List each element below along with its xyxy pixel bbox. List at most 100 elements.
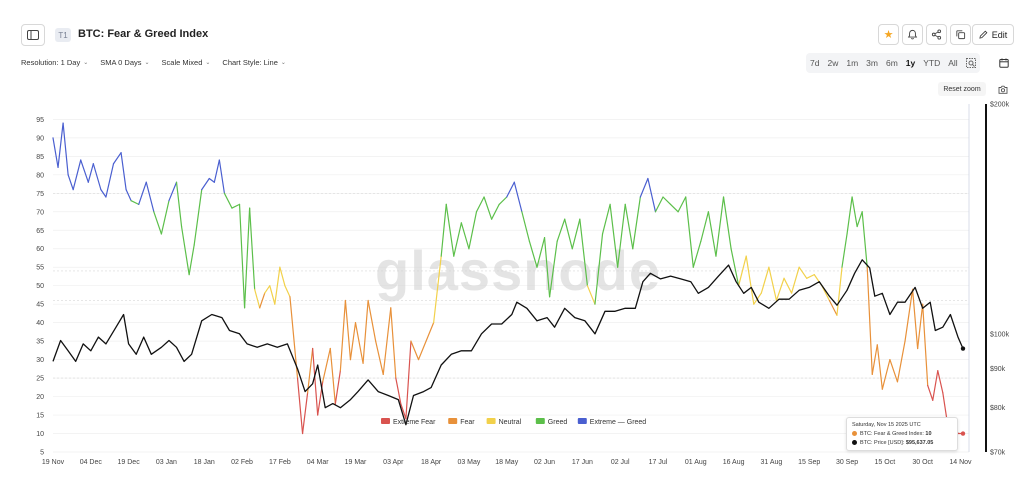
fear-greed-marker xyxy=(960,431,966,436)
duplicate-button[interactable] xyxy=(950,24,971,45)
fear-greed-segment xyxy=(160,200,170,235)
y-tick-label: 80 xyxy=(36,172,44,179)
fear-greed-segment xyxy=(112,152,122,165)
fear-greed-segment xyxy=(440,203,447,257)
copy-icon xyxy=(956,30,966,40)
fear-greed-segment xyxy=(722,196,732,250)
fear-greed-segment xyxy=(213,159,220,183)
price-dot-icon xyxy=(852,440,857,446)
fear-greed-segment xyxy=(639,177,649,198)
edit-label: Edit xyxy=(991,29,1008,40)
chevron-down-icon: ⌄ xyxy=(144,60,150,66)
tooltip-fg-value: 10 xyxy=(925,431,932,437)
x-tick-label: 16 Aug xyxy=(723,459,745,466)
zoom-select-button[interactable] xyxy=(962,53,980,73)
chart-style-dropdown[interactable]: Chart Style: Line ⌄ xyxy=(222,58,285,67)
calendar-icon xyxy=(999,58,1009,68)
fear-greed-segment xyxy=(375,340,384,375)
alert-button[interactable] xyxy=(902,24,923,45)
sma-dropdown[interactable]: SMA 0 Days ⌄ xyxy=(100,58,149,67)
fear-greed-segment xyxy=(362,299,369,364)
fear-greed-segment xyxy=(400,403,407,420)
range-2w[interactable]: 2w xyxy=(827,58,839,68)
scale-label: Scale Mixed xyxy=(161,58,203,67)
fear-greed-segment xyxy=(715,196,725,257)
fear-greed-segment xyxy=(677,196,687,213)
fear-greed-segment xyxy=(601,203,611,235)
chart-tooltip: Saturday, Nov 15 2025 UTC BTC: Fear & Gr… xyxy=(846,417,958,451)
fear-greed-segment xyxy=(349,322,357,361)
fear-greed-segment xyxy=(491,203,500,220)
price-marker xyxy=(960,346,966,351)
y-right-tick-label: $90k xyxy=(990,366,1006,373)
fear-greed-segment xyxy=(417,340,427,361)
fear-greed-chart[interactable]: glassnode 5 10 15 20 25 30 35 40 45 50 55 60 65 70 75 8… xyxy=(0,96,1024,472)
fear-greed-segment xyxy=(896,340,906,383)
fear-greed-segment xyxy=(100,189,107,198)
y-tick-label: 50 xyxy=(36,283,44,290)
btc-price-line xyxy=(52,259,964,426)
share-button[interactable] xyxy=(926,24,947,45)
fear-dot-icon xyxy=(852,431,857,437)
resolution-dropdown[interactable]: Resolution: 1 Day ⌄ xyxy=(21,58,88,67)
y-tick-label: 70 xyxy=(36,209,44,216)
chevron-down-icon: ⌄ xyxy=(83,60,89,66)
fear-greed-segment xyxy=(498,196,508,205)
fear-greed-segment xyxy=(344,299,352,361)
fear-greed-segment xyxy=(125,189,132,202)
camera-icon xyxy=(998,85,1008,94)
fear-greed-segment xyxy=(231,203,241,209)
x-tick-label: 19 Nov xyxy=(42,459,65,466)
range-ytd[interactable]: YTD xyxy=(923,58,941,68)
favorite-button[interactable]: ★ xyxy=(878,24,899,45)
fear-greed-segment xyxy=(329,347,336,405)
fear-greed-segment xyxy=(120,152,127,191)
y-tick-label: 55 xyxy=(36,265,44,272)
fear-greed-segment xyxy=(87,163,94,183)
fear-greed-segment xyxy=(306,347,314,394)
range-6m[interactable]: 6m xyxy=(885,58,898,68)
scale-dropdown[interactable]: Scale Mixed ⌄ xyxy=(162,58,211,67)
fear-greed-segment xyxy=(57,122,64,169)
fear-greed-segment xyxy=(433,255,442,324)
fear-greed-segment xyxy=(80,159,89,183)
fear-greed-segment xyxy=(483,196,493,220)
edit-button[interactable]: Edit xyxy=(972,24,1014,45)
legend-label: Neutral xyxy=(499,419,522,426)
fear-greed-segment xyxy=(856,211,863,228)
range-1y[interactable]: 1y xyxy=(905,58,916,68)
fear-greed-segment xyxy=(617,203,626,268)
fear-greed-segment xyxy=(624,203,634,250)
fear-greed-segment xyxy=(798,266,808,279)
fear-greed-segment xyxy=(296,377,304,435)
range-1m[interactable]: 1m xyxy=(846,58,859,68)
fear-greed-segment xyxy=(52,137,59,169)
fear-greed-segment xyxy=(153,211,162,235)
fear-greed-segment xyxy=(836,266,843,316)
fear-greed-segment xyxy=(193,189,203,246)
fear-greed-segment xyxy=(692,240,702,268)
legend-label: Fear xyxy=(460,419,475,426)
screenshot-button[interactable] xyxy=(996,82,1010,96)
date-picker-button[interactable] xyxy=(994,53,1014,73)
y-right-tick-label: $200k xyxy=(990,102,1010,109)
sidebar-toggle-button[interactable] xyxy=(21,24,45,46)
x-tick-label: 04 Mar xyxy=(307,459,329,466)
tooltip-date: Saturday, Nov 15 2025 UTC xyxy=(852,422,921,428)
fear-greed-segment xyxy=(334,370,341,405)
range-7d[interactable]: 7d xyxy=(810,58,820,68)
x-tick-label: 18 Jan xyxy=(194,459,215,466)
tooltip-price-row: BTC: Price [USD]: $95,637.05 xyxy=(852,439,952,448)
reset-zoom-button[interactable]: Reset zoom xyxy=(938,82,986,96)
range-all[interactable]: All xyxy=(948,58,958,68)
legend-swatch xyxy=(448,418,458,424)
x-tick-label: 14 Nov xyxy=(949,459,972,466)
fear-greed-segment xyxy=(851,196,858,228)
fear-greed-segment xyxy=(922,303,929,387)
range-3m[interactable]: 3m xyxy=(866,58,878,68)
x-tick-label: 15 Sep xyxy=(798,459,820,466)
x-tick-label: 19 Dec xyxy=(118,459,141,466)
share-icon xyxy=(931,29,942,40)
zoom-icon xyxy=(965,58,976,68)
pencil-icon xyxy=(979,30,988,39)
